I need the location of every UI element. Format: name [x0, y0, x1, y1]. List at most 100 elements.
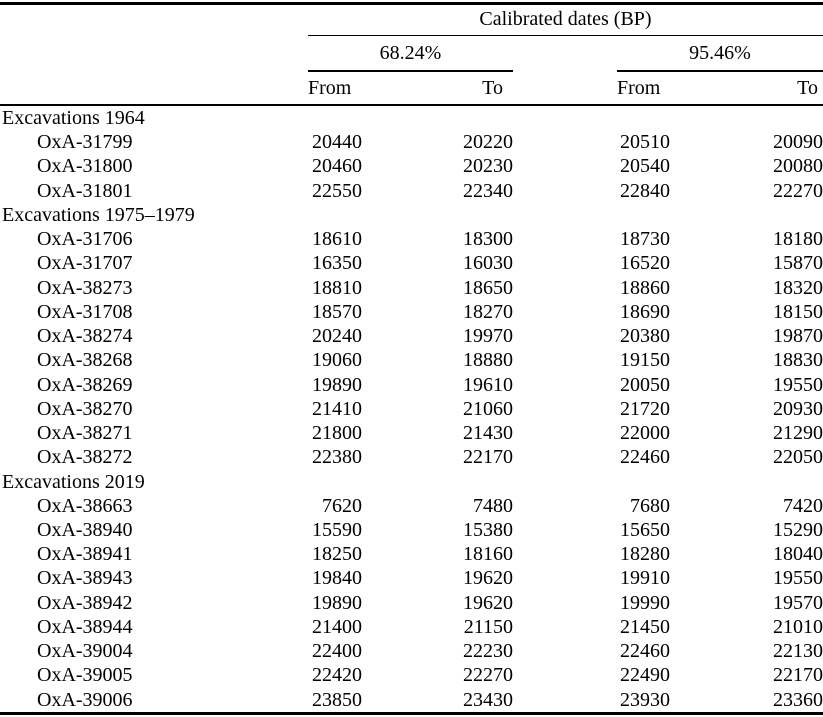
- table-row: OxA-38269 19890 19610 20050 19550: [0, 373, 823, 397]
- value-to-68: 18880: [463, 349, 513, 372]
- table-row: OxA-31800 20460 20230 20540 20080: [0, 154, 823, 178]
- section-header-row: Excavations 2019: [0, 470, 823, 494]
- column-header-from-68: From: [308, 77, 352, 99]
- value-to-95: 22270: [773, 179, 823, 202]
- value-to-68: 19620: [463, 567, 513, 590]
- value-from-95: 19910: [620, 567, 670, 590]
- value-to-95: 20090: [773, 131, 823, 154]
- value-from-95: 18860: [620, 276, 670, 299]
- table-row: OxA-31708 18570 18270 18690 18150: [0, 300, 823, 324]
- value-from-95: 16520: [620, 252, 670, 275]
- value-to-68: 23430: [463, 688, 513, 711]
- value-to-68: 19620: [463, 591, 513, 614]
- table-row: OxA-38274 20240 19970 20380 19870: [0, 324, 823, 348]
- group-header-95-46: 95.46%: [617, 42, 823, 72]
- value-to-95: 15290: [773, 518, 823, 541]
- table-row: OxA-39005 22420 22270 22490 22170: [0, 663, 823, 687]
- section-label: Excavations 1975–1979: [2, 203, 195, 226]
- value-to-95: 20080: [773, 155, 823, 178]
- section-label: Excavations 2019: [2, 470, 145, 493]
- value-from-95: 22840: [620, 179, 670, 202]
- section-label: Excavations 1964: [2, 107, 145, 129]
- top-rule: [0, 2, 823, 5]
- sample-id: OxA-31706: [37, 228, 133, 251]
- sample-id: OxA-38271: [37, 422, 133, 445]
- table-row: OxA-38943 19840 19620 19910 19550: [0, 566, 823, 590]
- value-from-68: 19840: [312, 567, 362, 590]
- value-to-95: 19870: [773, 325, 823, 348]
- value-from-68: 20460: [312, 155, 362, 178]
- value-to-95: 19570: [773, 591, 823, 614]
- value-from-68: 7620: [322, 494, 362, 517]
- value-to-95: 20930: [773, 397, 823, 420]
- sample-id: OxA-38940: [37, 518, 133, 541]
- value-from-95: 7680: [630, 494, 670, 517]
- sample-id: OxA-31801: [37, 179, 133, 202]
- sample-id: OxA-39004: [37, 640, 133, 663]
- value-from-95: 20050: [620, 373, 670, 396]
- value-to-95: 18040: [773, 543, 823, 566]
- value-from-68: 21400: [312, 615, 362, 638]
- value-to-95: 18180: [773, 228, 823, 251]
- value-from-68: 18610: [312, 228, 362, 251]
- value-to-68: 22170: [463, 446, 513, 469]
- value-from-95: 20380: [620, 325, 670, 348]
- table-row: OxA-38942 19890 19620 19990 19570: [0, 591, 823, 615]
- value-to-68: 18300: [463, 228, 513, 251]
- value-to-68: 21430: [463, 422, 513, 445]
- value-from-68: 22420: [312, 664, 362, 687]
- value-from-95: 20510: [620, 131, 670, 154]
- table-row: OxA-39004 22400 22230 22460 22130: [0, 639, 823, 663]
- value-to-95: 18150: [773, 300, 823, 323]
- value-to-68: 22340: [463, 179, 513, 202]
- value-to-68: 7480: [473, 494, 513, 517]
- sample-id: OxA-38944: [37, 615, 133, 638]
- value-from-68: 23850: [312, 688, 362, 711]
- value-to-95: 21290: [773, 422, 823, 445]
- value-from-95: 23930: [620, 688, 670, 711]
- value-to-68: 21060: [463, 397, 513, 420]
- value-to-95: 23360: [773, 688, 823, 711]
- value-to-95: 21010: [773, 615, 823, 638]
- value-from-68: 21410: [312, 397, 362, 420]
- header-bottom-rule: [0, 104, 823, 106]
- value-to-95: 18830: [773, 349, 823, 372]
- table-row: OxA-31801 22550 22340 22840 22270: [0, 179, 823, 203]
- value-to-95: 22130: [773, 640, 823, 663]
- table-row: OxA-38944 21400 21150 21450 21010: [0, 615, 823, 639]
- value-from-95: 22000: [620, 422, 670, 445]
- value-from-68: 22400: [312, 640, 362, 663]
- sample-id: OxA-38273: [37, 276, 133, 299]
- value-to-95: 19550: [773, 567, 823, 590]
- sample-id: OxA-38270: [37, 397, 133, 420]
- value-from-68: 19890: [312, 373, 362, 396]
- table-body: Excavations 1964 OxA-31799 20440 20220 20510…: [0, 106, 823, 712]
- value-from-95: 18730: [620, 228, 670, 251]
- value-from-68: 20440: [312, 131, 362, 154]
- value-from-68: 19890: [312, 591, 362, 614]
- table-row: OxA-31706 18610 18300 18730 18180: [0, 227, 823, 251]
- value-from-95: 21720: [620, 397, 670, 420]
- value-from-95: 21450: [620, 615, 670, 638]
- value-from-95: 22490: [620, 664, 670, 687]
- sample-id: OxA-38942: [37, 591, 133, 614]
- value-to-68: 18270: [463, 300, 513, 323]
- value-to-68: 22270: [463, 664, 513, 687]
- value-to-68: 22230: [463, 640, 513, 663]
- value-from-68: 21800: [312, 422, 362, 445]
- table-header-title-row: Calibrated dates (BP): [0, 5, 823, 36]
- sample-id: OxA-38663: [37, 494, 133, 517]
- sample-id: OxA-31800: [37, 155, 133, 178]
- sample-id: OxA-38274: [37, 325, 133, 348]
- value-to-68: 20220: [463, 131, 513, 154]
- table-row: OxA-38271 21800 21430 22000 21290: [0, 421, 823, 445]
- table-row: OxA-39006 23850 23430 23930 23360: [0, 688, 823, 712]
- value-to-68: 19970: [463, 325, 513, 348]
- value-from-68: 15590: [312, 518, 362, 541]
- table-row: OxA-38941 18250 18160 18280 18040: [0, 542, 823, 566]
- table-row: OxA-38940 15590 15380 15650 15290: [0, 518, 823, 542]
- value-to-68: 16030: [463, 252, 513, 275]
- value-from-95: 18690: [620, 300, 670, 323]
- section-header-row: Excavations 1964: [0, 106, 823, 130]
- table-row: OxA-38273 18810 18650 18860 18320: [0, 276, 823, 300]
